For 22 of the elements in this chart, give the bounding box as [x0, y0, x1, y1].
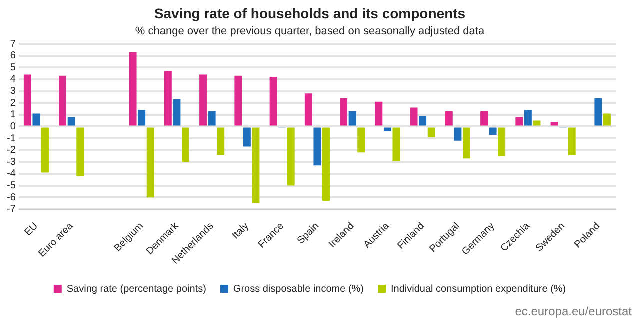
y-tick-label: 5	[10, 62, 16, 74]
y-tick-label: -5	[6, 180, 16, 192]
y-tick-label: -7	[6, 204, 16, 216]
x-tick-label: Italy	[230, 220, 252, 242]
y-tick-label: -3	[6, 156, 16, 168]
y-tick-label: 2	[10, 98, 16, 109]
y-tick-label: -6	[6, 192, 16, 204]
legend-label: Saving rate (percentage points)	[66, 284, 206, 295]
y-tick-label: 7	[10, 38, 16, 50]
y-tick-label: -2	[6, 145, 16, 156]
text: ec.europa.eu/eurostat	[515, 304, 633, 318]
y-tick-label: 3	[10, 86, 16, 98]
y-tick-label: 6	[10, 50, 16, 62]
legend-label: Individual consumption expenditure (%)	[391, 284, 566, 295]
legend-label: Gross disposable income (%)	[233, 284, 364, 295]
chart-title: Saving rate of households and its components	[154, 5, 466, 22]
y-tick-label: 1	[10, 110, 16, 121]
y-tick-label: 4	[10, 74, 16, 86]
y-tick-label: -1	[6, 133, 16, 144]
y-tick-label: -4	[6, 168, 16, 180]
y-tick-label: 0	[10, 121, 16, 132]
chart-subtitle: % change over the previous quarter, based on seasonally adjusted data	[135, 25, 486, 38]
